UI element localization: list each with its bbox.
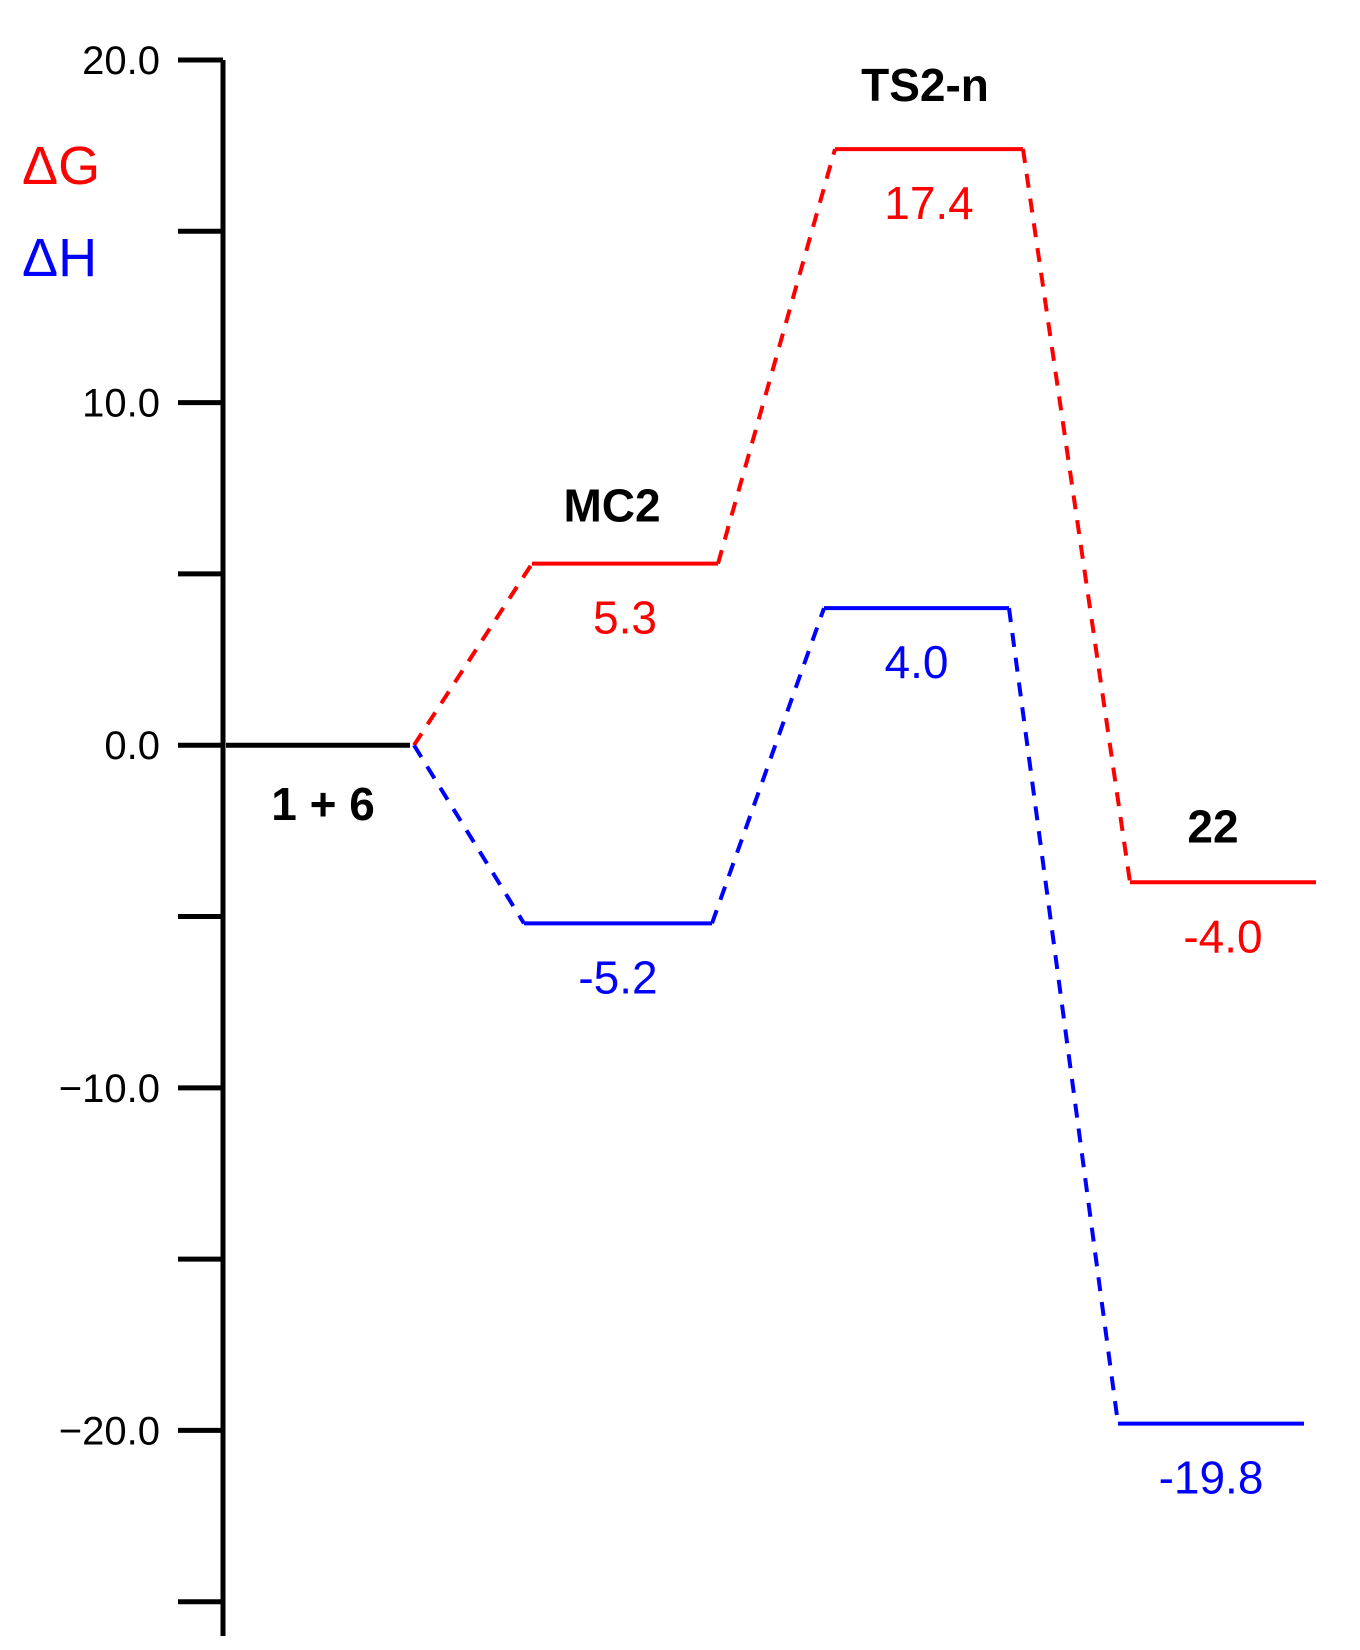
y-axis-ticks: 20.0 10.0 0.0 −10.0 −20.0: [59, 39, 223, 1605]
species-label-3: 22: [1187, 800, 1238, 852]
connector-dG-3: [1021, 148, 1132, 883]
energy-levels: [226, 147, 1316, 1426]
y-tick-label: 0.0: [104, 724, 160, 768]
connector-dG-2: [716, 148, 837, 565]
legend: ΔG ΔH: [22, 136, 100, 288]
value-label-dG-1: 5.3: [593, 592, 657, 644]
connector-dH-1: [412, 744, 526, 925]
connector-dH-3: [1007, 607, 1120, 1424]
y-tick-label: −10.0: [59, 1067, 160, 1111]
labels: 5.3 17.4 -4.0 -5.2 4.0 -19.8 1 + 6 MC2 TS2-n 22: [271, 59, 1263, 1504]
value-label-dH-2: 4.0: [885, 636, 949, 688]
species-label-1: MC2: [563, 480, 660, 532]
legend-entry-0: ΔG: [22, 136, 100, 196]
species-label-2: TS2-n: [861, 59, 989, 111]
value-label-dH-1: -5.2: [578, 951, 657, 1003]
value-label-dG-2: 17.4: [884, 177, 974, 229]
value-label-dH-3: -19.8: [1159, 1452, 1264, 1504]
y-tick-label: 20.0: [82, 39, 160, 83]
value-label-dG-3: -4.0: [1183, 910, 1262, 962]
y-tick-label: 10.0: [82, 382, 160, 426]
connector-dH-2: [710, 607, 826, 925]
connector-dG-1: [412, 562, 534, 747]
species-label-0: 1 + 6: [271, 778, 375, 830]
y-tick-label: −20.0: [59, 1409, 160, 1453]
connector-lines: [412, 148, 1132, 1424]
legend-entry-1: ΔH: [22, 228, 97, 288]
